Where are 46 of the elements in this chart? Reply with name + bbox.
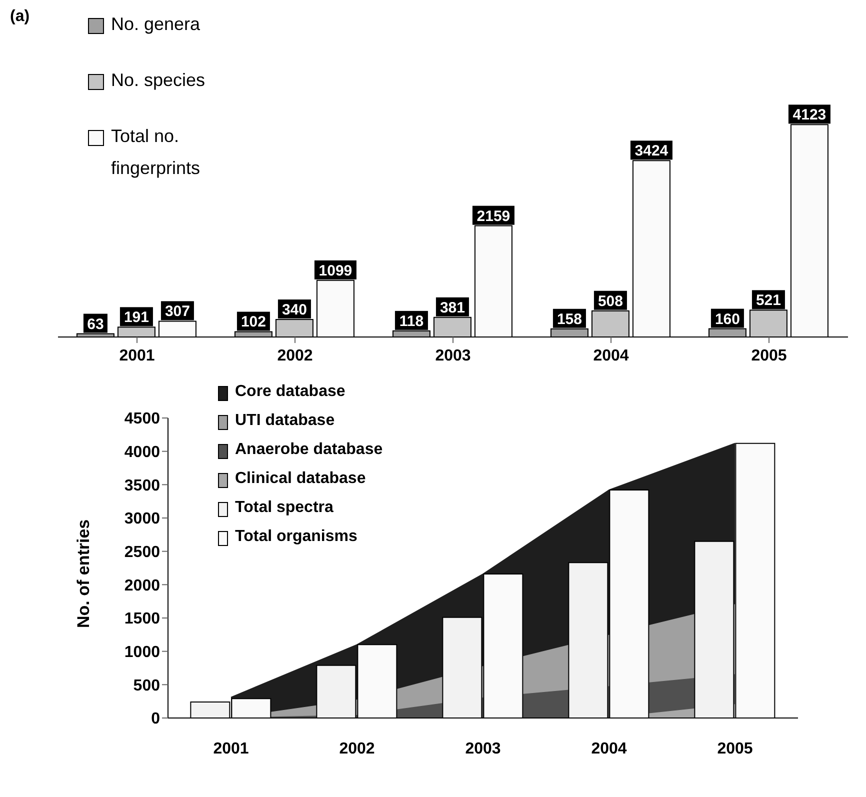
data-label: 191 [124,309,149,326]
legend-label: No. species [111,69,206,92]
data-label: 102 [240,314,266,331]
y-tick-label: 1500 [124,610,160,628]
data-label: 340 [282,301,307,318]
legend-label: Core database [235,382,346,402]
x-tick-label: 2005 [751,347,787,364]
y-tick-label: 4000 [124,444,160,462]
text: (a) [10,8,30,26]
data-label: 1099 [318,262,352,280]
legend-label: Clinical database [235,469,366,489]
x-tick-label: 2002 [339,740,375,758]
legend-label: Total organisms [235,527,358,547]
y-tick-label: 2500 [124,544,160,562]
x-tick-label: 2001 [119,347,155,364]
data-label: 307 [164,303,190,320]
x-tick-label: 2005 [717,740,753,758]
legend-label: UTI database [235,411,335,431]
y-tick-label: 0 [151,710,160,728]
data-label: 63 [87,316,104,333]
x-tick-label: 2004 [591,740,627,758]
legend-label: Total no. fingerprints [111,125,202,180]
data-label: 521 [756,292,781,310]
data-label: 158 [556,310,582,328]
y-tick-label: 3000 [124,510,160,528]
data-label: 508 [598,292,623,310]
y-tick-label: 500 [133,677,160,694]
y-tick-label: 1000 [124,644,160,662]
x-tick-label: 2003 [465,740,501,758]
data-label: 160 [714,310,740,328]
data-label: 381 [440,299,465,316]
x-tick-label: 2001 [213,740,249,758]
x-tick-label: 2002 [277,347,313,364]
x-tick-label: 2004 [593,347,629,364]
y-tick-label: 3500 [124,477,160,494]
data-label: 118 [399,312,424,330]
legend-label: No. genera [111,13,200,36]
data-label: 4123 [792,106,826,124]
legend-label: Anaerobe database [235,440,383,460]
y-axis-title: No. of entries [74,519,94,628]
data-label: 2159 [476,208,510,225]
data-label: 3424 [634,142,669,160]
y-tick-label: 2000 [124,577,160,594]
y-tick-label: 4500 [124,410,160,428]
legend-label: Total spectra [235,498,334,518]
x-tick-label: 2003 [435,347,471,364]
